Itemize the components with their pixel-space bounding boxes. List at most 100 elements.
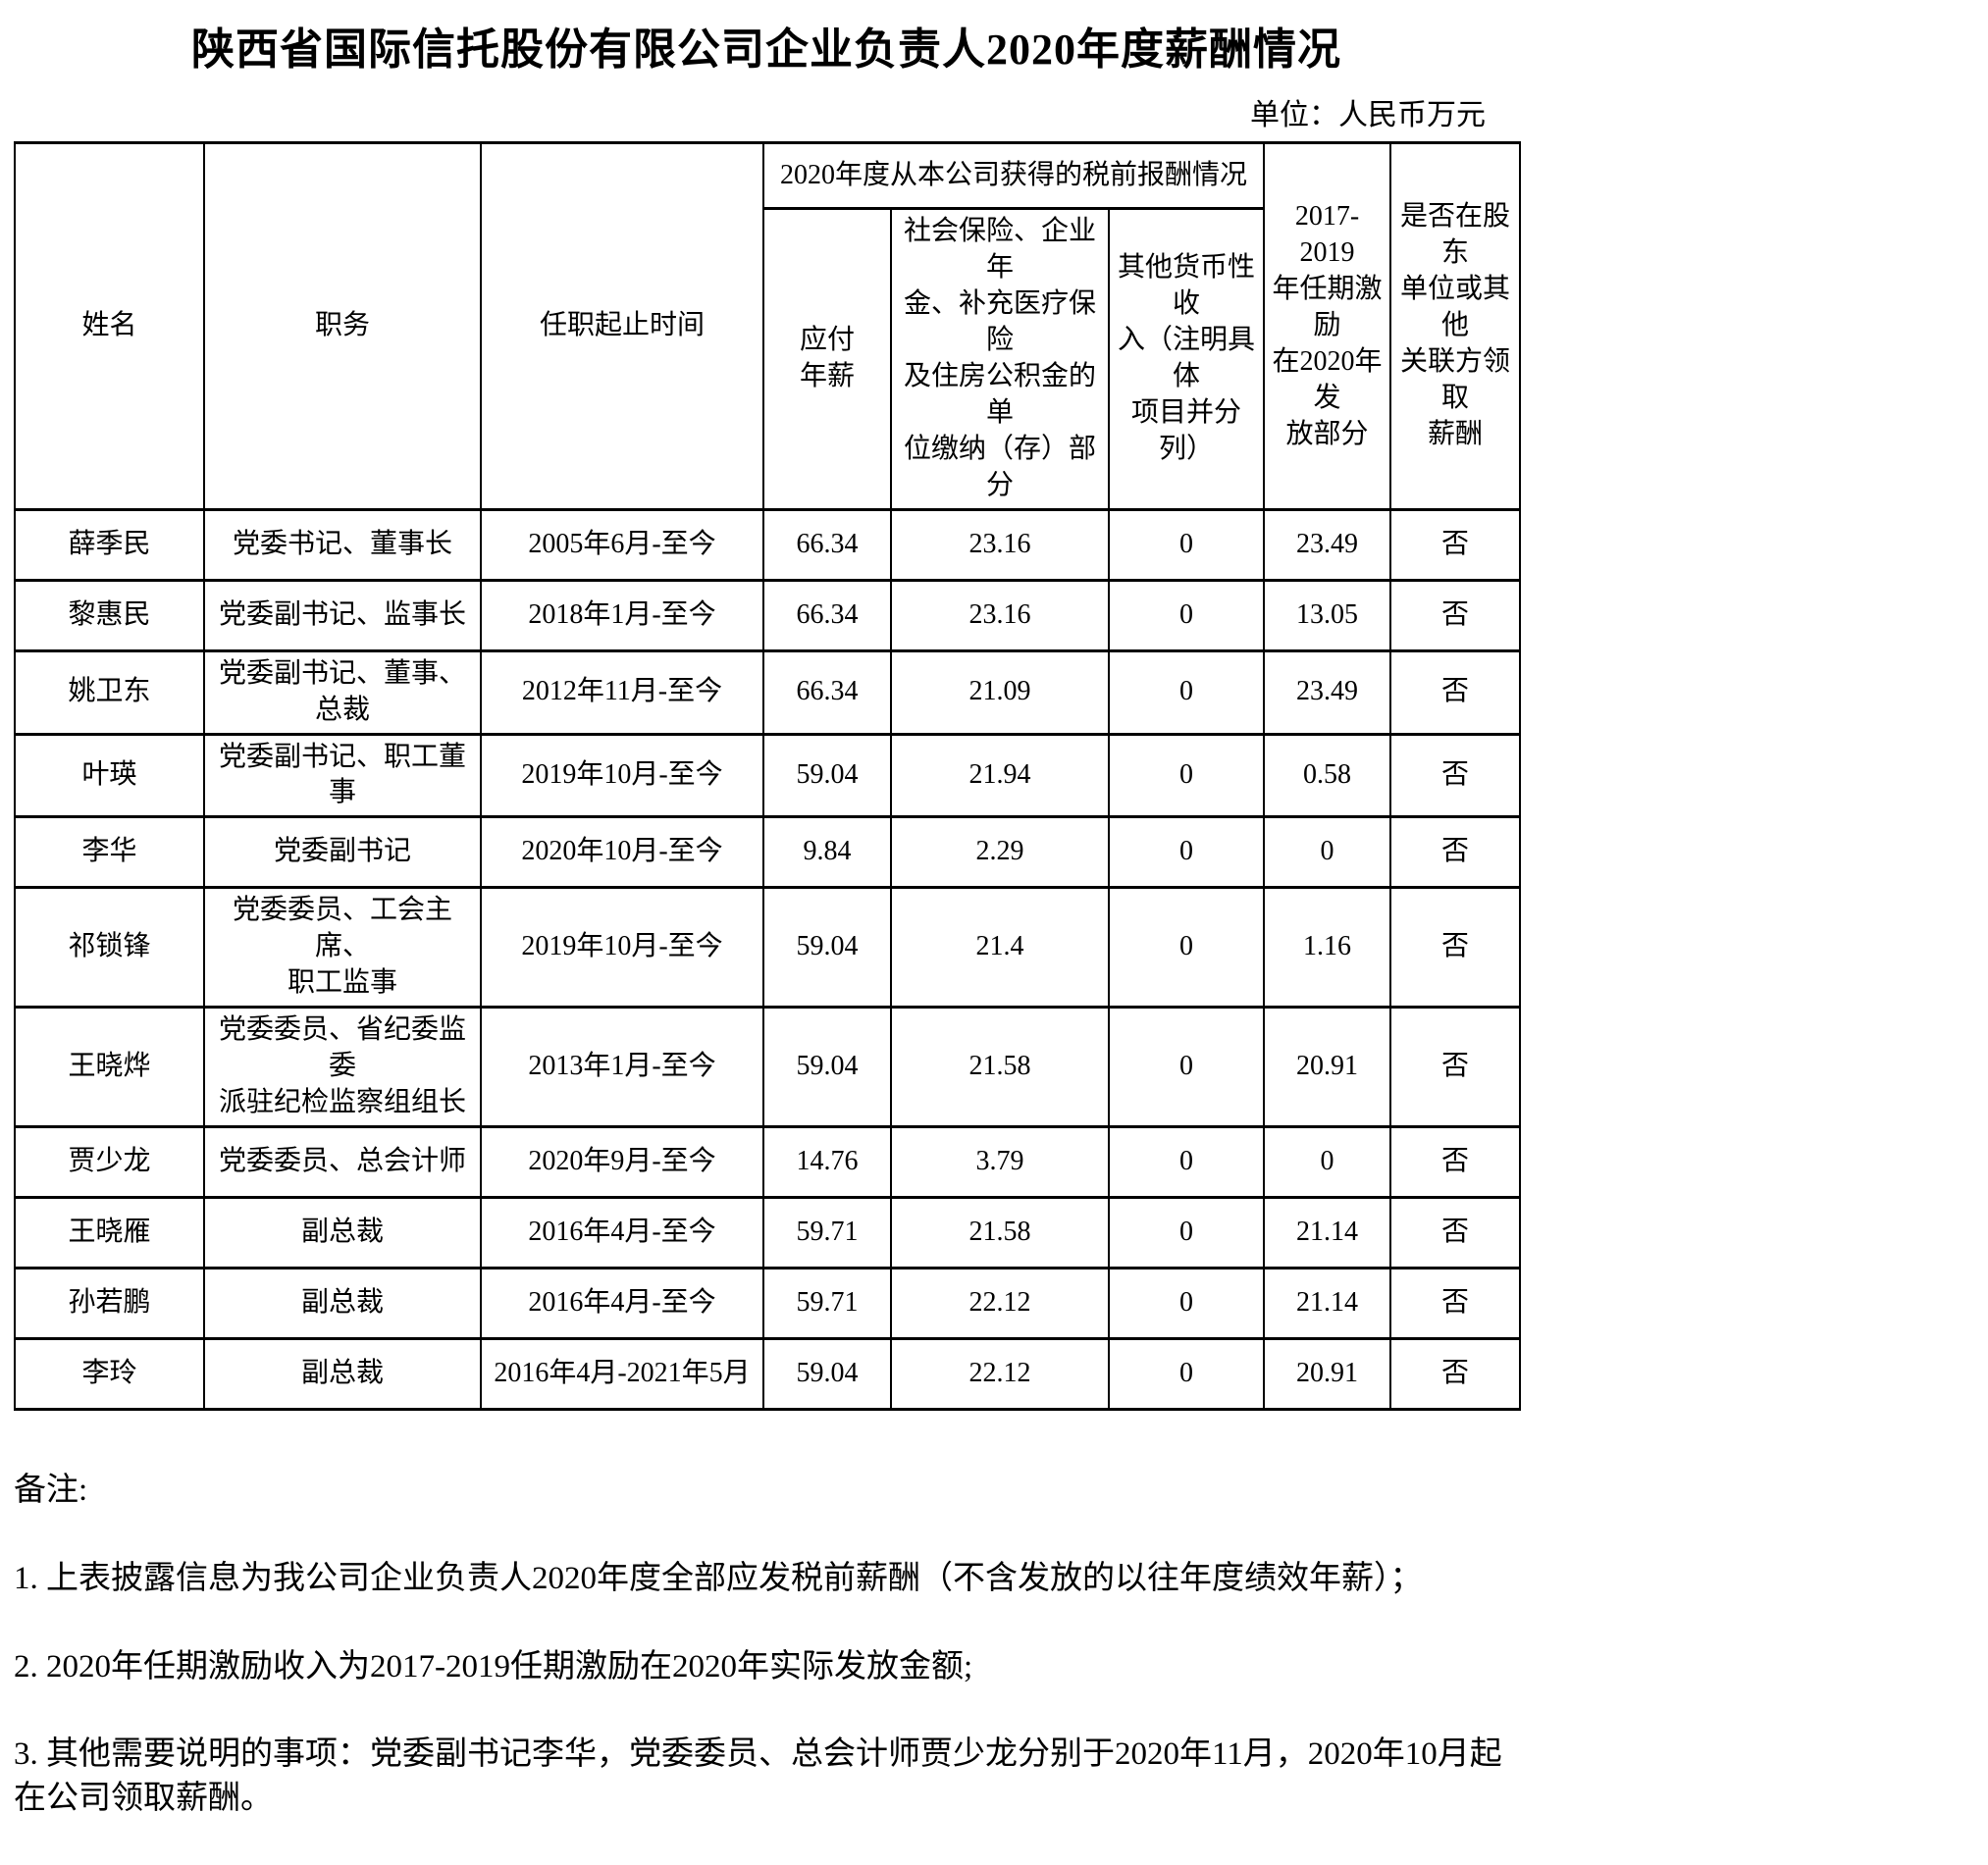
cell-term: 2018年1月-至今 (480, 578, 764, 652)
header-position: 职务 (203, 141, 482, 511)
table-row: 孙若鹏 副总裁 2016年4月-至今 59.71 22.12 0 21.14 否 (14, 1267, 1522, 1341)
cell-other: 0 (1107, 1196, 1266, 1270)
cell-name: 薛季民 (14, 507, 205, 582)
cell-insurance: 21.58 (890, 1196, 1110, 1270)
cell-insurance: 2.29 (890, 815, 1110, 890)
cell-other: 0 (1107, 815, 1266, 890)
cell-other: 0 (1107, 1125, 1266, 1200)
cell-position: 党委副书记、监事长 (203, 578, 482, 652)
cell-term: 2019年10月-至今 (480, 732, 764, 819)
cell-incentive: 21.14 (1263, 1196, 1392, 1270)
cell-shareholder: 否 (1389, 1337, 1522, 1412)
cell-shareholder: 否 (1389, 648, 1522, 736)
cell-name: 李华 (14, 815, 205, 890)
header-other-income: 其他货币性收 入（注明具体 项目并分列） (1107, 207, 1266, 511)
cell-position: 党委副书记 (203, 815, 482, 890)
document-content: 陕西省国际信托股份有限公司企业负责人2020年度薪酬情况 单位：人民币万元 姓名… (14, 14, 1522, 1865)
cell-other: 0 (1107, 507, 1266, 582)
header-name: 姓名 (14, 141, 205, 511)
page-title: 陕西省国际信托股份有限公司企业负责人2020年度薪酬情况 (191, 26, 1341, 74)
table-row: 叶瑛 党委副书记、职工董事 2019年10月-至今 59.04 21.94 0 0.58 否 (14, 732, 1522, 819)
cell-other: 0 (1107, 886, 1266, 1010)
table-row: 王晓烨 党委委员、省纪委监委 派驻纪检监察组组长 2013年1月-至今 59.04 21… (14, 1006, 1522, 1129)
table-row: 王晓雁 副总裁 2016年4月-至今 59.71 21.58 0 21.14 否 (14, 1196, 1522, 1270)
cell-salary: 9.84 (762, 815, 892, 890)
cell-shareholder: 否 (1389, 578, 1522, 652)
cell-shareholder: 否 (1389, 1125, 1522, 1200)
cell-position: 副总裁 (203, 1337, 482, 1412)
cell-salary: 59.04 (762, 1337, 892, 1412)
cell-salary: 59.71 (762, 1196, 892, 1270)
cell-position: 党委委员、省纪委监委 派驻纪检监察组组长 (203, 1006, 482, 1129)
cell-position: 党委书记、董事长 (203, 507, 482, 582)
header-social-insurance: 社会保险、企业年 金、补充医疗保险 及住房公积金的单 位缴纳（存）部分 (890, 207, 1110, 511)
note-item-1: 1. 上表披露信息为我公司企业负责人2020年度全部应发税前薪酬（不含发放的以往… (14, 1560, 1423, 1596)
cell-insurance: 21.4 (890, 886, 1110, 1010)
cell-position: 副总裁 (203, 1267, 482, 1341)
cell-shareholder: 否 (1389, 732, 1522, 819)
cell-insurance: 21.09 (890, 648, 1110, 736)
header-payable-salary: 应付 年薪 (762, 207, 892, 511)
cell-insurance: 21.94 (890, 732, 1110, 819)
cell-other: 0 (1107, 1267, 1266, 1341)
header-row-top: 姓名 职务 任职起止时间 2020年度从本公司获得的税前报酬情况 2017-20… (14, 141, 1522, 511)
cell-name: 姚卫东 (14, 648, 205, 736)
note-item-2: 2. 2020年任期激励收入为2017-2019任期激励在2020年实际发放金额… (14, 1648, 973, 1684)
cell-name: 贾少龙 (14, 1125, 205, 1200)
cell-name: 王晓烨 (14, 1006, 205, 1129)
cell-term: 2005年6月-至今 (480, 507, 764, 582)
cell-salary: 66.34 (762, 507, 892, 582)
cell-name: 祁锁锋 (14, 886, 205, 1010)
notes-label: 备注: (14, 1473, 88, 1509)
salary-table: 姓名 职务 任职起止时间 2020年度从本公司获得的税前报酬情况 2017-20… (14, 141, 1522, 1412)
header-term: 任职起止时间 (480, 141, 764, 511)
cell-other: 0 (1107, 648, 1266, 736)
table-row: 李华 党委副书记 2020年10月-至今 9.84 2.29 0 0 否 (14, 815, 1522, 890)
header-incentive: 2017-2019 年任期激励 在2020年发 放部分 (1263, 141, 1392, 511)
table-row: 薛季民 党委书记、董事长 2005年6月-至今 66.34 23.16 0 23.49 否 (14, 507, 1522, 582)
table-row: 姚卫东 党委副书记、董事、 总裁 2012年11月-至今 66.34 21.09 0 23.… (14, 648, 1522, 736)
cell-shareholder: 否 (1389, 1196, 1522, 1270)
header-row-sub: 应付 年薪 社会保险、企业年 金、补充医疗保险 及住房公积金的单 位缴纳（存）部… (15, 207, 1520, 511)
cell-name: 王晓雁 (14, 1196, 205, 1270)
cell-term: 2020年10月-至今 (480, 815, 764, 890)
cell-other: 0 (1107, 1006, 1266, 1129)
cell-position: 党委副书记、职工董事 (203, 732, 482, 819)
cell-position: 党委委员、工会主席、 职工监事 (203, 886, 482, 1010)
cell-position: 党委委员、总会计师 (203, 1125, 482, 1200)
salary-table-body: 薛季民 党委书记、董事长 2005年6月-至今 66.34 23.16 0 23.49 否黎惠… (14, 507, 1522, 1412)
cell-salary: 66.34 (762, 578, 892, 652)
cell-salary: 59.04 (762, 732, 892, 819)
cell-salary: 59.04 (762, 1006, 892, 1129)
cell-insurance: 22.12 (890, 1267, 1110, 1341)
cell-insurance: 3.79 (890, 1125, 1110, 1200)
cell-term: 2016年4月-至今 (480, 1196, 764, 1270)
table-row: 贾少龙 党委委员、总会计师 2020年9月-至今 14.76 3.79 0 0 否 (14, 1125, 1522, 1200)
cell-insurance: 23.16 (890, 507, 1110, 582)
table-row: 黎惠民 党委副书记、监事长 2018年1月-至今 66.34 23.16 0 13.05 否 (14, 578, 1522, 652)
unit-label: 单位：人民币万元 (1250, 99, 1486, 131)
cell-name: 孙若鹏 (14, 1267, 205, 1341)
cell-salary: 14.76 (762, 1125, 892, 1200)
header-shareholder: 是否在股东 单位或其他 关联方领取 薪酬 (1389, 141, 1522, 511)
cell-incentive: 20.91 (1263, 1006, 1392, 1129)
cell-incentive: 13.05 (1263, 578, 1392, 652)
cell-salary: 66.34 (762, 648, 892, 736)
table-row: 祁锁锋 党委委员、工会主席、 职工监事 2019年10月-至今 59.04 21.4 0 1… (14, 886, 1522, 1010)
cell-term: 2016年4月-2021年5月 (480, 1337, 764, 1412)
cell-name: 叶瑛 (14, 732, 205, 819)
cell-term: 2012年11月-至今 (480, 648, 764, 736)
cell-other: 0 (1107, 578, 1266, 652)
cell-other: 0 (1107, 732, 1266, 819)
cell-shareholder: 否 (1389, 1006, 1522, 1129)
table-row: 李玲 副总裁 2016年4月-2021年5月 59.04 22.12 0 20.91 否 (14, 1337, 1522, 1412)
cell-incentive: 0 (1263, 815, 1392, 890)
cell-shareholder: 否 (1389, 1267, 1522, 1341)
cell-name: 黎惠民 (14, 578, 205, 652)
cell-incentive: 0.58 (1263, 732, 1392, 819)
cell-position: 党委副书记、董事、 总裁 (203, 648, 482, 736)
cell-salary: 59.04 (762, 886, 892, 1010)
cell-term: 2013年1月-至今 (480, 1006, 764, 1129)
cell-insurance: 23.16 (890, 578, 1110, 652)
